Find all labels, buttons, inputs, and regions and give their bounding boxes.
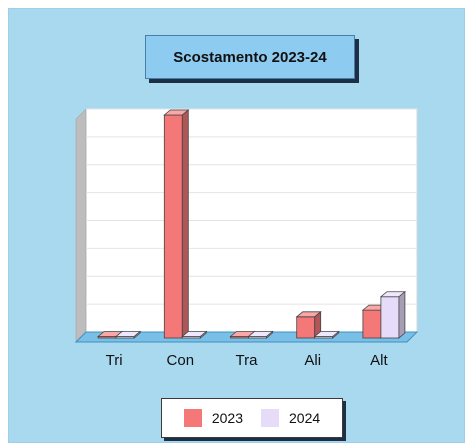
bar-con-2023 [163, 109, 190, 339]
bar-alt-2024-side [398, 290, 406, 339]
bar-ali-2023 [295, 310, 322, 339]
x-tick-label: Con [167, 352, 195, 369]
bar-alt-2024-front [380, 296, 400, 339]
bar-alt-2023-front [362, 309, 382, 339]
plot-side-wall [75, 108, 87, 343]
bar-tri-2024-side [133, 330, 141, 339]
bar-con-2023-front [163, 114, 183, 339]
bar-ali-2024 [313, 330, 340, 339]
legend-item-2024: 2024 [261, 409, 320, 427]
bar-tra-2024-side [266, 330, 273, 339]
bar-ali-2023-front [296, 316, 316, 339]
legend-item-2023: 2023 [183, 409, 243, 427]
bar-con-2024 [181, 330, 208, 339]
x-tick-label: Ali [304, 352, 321, 369]
bar-alt-2024 [379, 290, 407, 339]
x-tick-label: Tra [236, 352, 259, 369]
legend: 2023 2024 [161, 398, 343, 438]
bar-tra-2024 [247, 330, 274, 339]
x-tick-label: Tri [106, 352, 123, 369]
chart-title-box: Scostamento 2023-24 [145, 35, 355, 79]
legend-label-2023: 2023 [211, 410, 243, 426]
bar-chart: Tri Con Tra Ali Alt [74, 108, 419, 369]
legend-label-2024: 2024 [289, 410, 321, 426]
chart-panel: Scostamento 2023-24 Tri Con Tra Ali Alt 2023… [8, 8, 465, 443]
bar-con-2023-side [181, 109, 189, 339]
x-tick-label: Alt [370, 352, 388, 369]
legend-swatch-2024 [261, 409, 279, 427]
bar-con-2024-side [199, 330, 207, 339]
chart-title: Scostamento 2023-24 [173, 48, 327, 66]
legend-swatch-2023 [183, 409, 202, 427]
bar-tri-2024 [114, 330, 142, 339]
bar-ali-2024-side [332, 330, 340, 339]
